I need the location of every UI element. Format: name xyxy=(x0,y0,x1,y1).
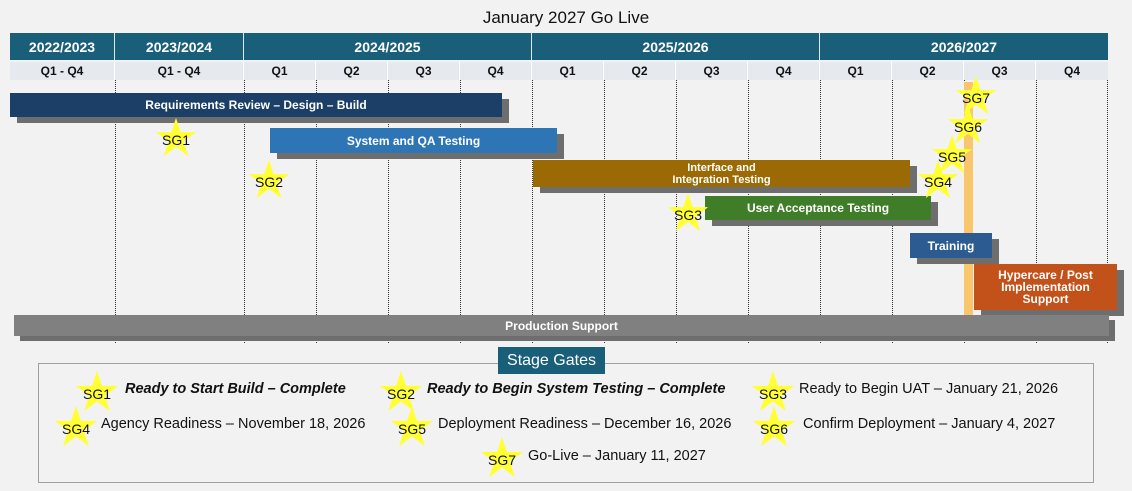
quarter-header: Q2 xyxy=(316,62,388,80)
star-label: SG4 xyxy=(61,420,90,437)
legend-sg2-text: Ready to Begin System Testing – Complete xyxy=(427,381,726,397)
legend-sg7-text: Go-Live – January 11, 2027 xyxy=(528,448,706,464)
grid-line xyxy=(460,80,461,343)
grid-line xyxy=(604,80,605,343)
legend-sg3-text: Ready to Begin UAT – January 21, 2026 xyxy=(799,381,1059,397)
star-label: SG7 xyxy=(961,89,990,106)
fiscal-year-header: 2024/2025 xyxy=(244,33,532,60)
grid-line xyxy=(1036,80,1037,343)
fiscal-year-header: 2026/2027 xyxy=(820,33,1108,60)
task-bar-production-support: Production Support xyxy=(14,315,1109,336)
chart-title: January 2027 Go Live xyxy=(482,8,650,27)
stage-gates-title: Stage Gates xyxy=(498,347,605,374)
grid-line xyxy=(532,80,533,343)
legend-sg5-text: Deployment Readiness – December 16, 2026 xyxy=(438,416,732,432)
task-label: Training xyxy=(927,238,975,253)
quarter-header: Q4 xyxy=(1036,62,1108,80)
star-label: SG5 xyxy=(397,420,426,437)
quarter-header: Q1 - Q4 xyxy=(10,62,115,80)
grid-line xyxy=(316,80,317,343)
quarter-header: Q1 - Q4 xyxy=(115,62,244,80)
sg4-star: SG4 xyxy=(916,159,960,199)
star-label: SG3 xyxy=(758,385,787,402)
fiscal-year-header: 2022/2023 xyxy=(10,33,115,60)
quarter-header: Q2 xyxy=(892,62,964,80)
fiscal-year-header: 2023/2024 xyxy=(115,33,244,60)
task-bar-system-qa-testing: System and QA Testing xyxy=(270,128,557,153)
task-label: Requirements Review – Design – Build xyxy=(145,98,367,112)
star-label: SG3 xyxy=(673,206,702,223)
legend-sg2-star: SG2 xyxy=(378,370,424,412)
legend-sg4-star: SG4 xyxy=(53,405,99,447)
star-label: SG1 xyxy=(82,385,111,402)
star-label: SG6 xyxy=(953,118,982,135)
legend-sg6-text: Confirm Deployment – January 4, 2027 xyxy=(803,416,1056,432)
quarter-header: Q1 xyxy=(532,62,604,80)
task-bar-user-acceptance-testing: User Acceptance Testing xyxy=(705,196,931,220)
star-label: SG5 xyxy=(937,148,966,165)
quarter-header: Q3 xyxy=(388,62,460,80)
legend-sg6-star: SG6 xyxy=(751,405,797,447)
sg7-star: SG7 xyxy=(954,75,998,115)
task-bar-requirements: Requirements Review – Design – Build xyxy=(10,93,502,117)
star-label: SG7 xyxy=(487,451,516,468)
quarter-header: Q2 xyxy=(604,62,676,80)
sg2-star: SG2 xyxy=(247,159,291,199)
quarter-header: Q3 xyxy=(676,62,748,80)
star-label: SG1 xyxy=(161,131,190,148)
quarter-header: Q4 xyxy=(748,62,820,80)
go-live-marker xyxy=(964,82,973,318)
task-bar-interface-integration-testing: Interface and Integration Testing xyxy=(533,160,910,187)
star-label: SG2 xyxy=(254,173,283,190)
task-label: Hypercare / Post Implementation Support xyxy=(998,268,1093,306)
legend-sg5-star: SG5 xyxy=(389,405,435,447)
legend-sg3-star: SG3 xyxy=(750,370,796,412)
sg5-star: SG5 xyxy=(930,134,974,174)
quarter-header: Q1 xyxy=(244,62,316,80)
sg3-star: SG3 xyxy=(666,192,710,232)
task-bar-training: Training xyxy=(910,233,992,258)
task-label: System and QA Testing xyxy=(346,133,481,148)
star-label: SG4 xyxy=(923,173,952,190)
grid-line xyxy=(1107,80,1108,343)
grid-line xyxy=(244,80,245,343)
task-bar-hypercare: Hypercare / Post Implementation Support xyxy=(974,264,1117,310)
task-label: Interface and Integration Testing xyxy=(672,161,771,186)
legend-sg4-text: Agency Readiness – November 18, 2026 xyxy=(101,416,366,432)
sg6-star: SG6 xyxy=(946,104,990,144)
sg1-star: SG1 xyxy=(154,117,198,157)
fiscal-year-header: 2025/2026 xyxy=(532,33,820,60)
legend-sg1-star: SG1 xyxy=(74,370,120,412)
task-label: User Acceptance Testing xyxy=(746,201,890,215)
grid-line xyxy=(115,80,116,343)
grid-line xyxy=(388,80,389,343)
legend-sg7-star: SG7 xyxy=(479,436,525,478)
legend-sg1-text: Ready to Start Build – Complete xyxy=(125,381,346,397)
task-label: Production Support xyxy=(505,318,618,333)
quarter-header: Q4 xyxy=(460,62,532,80)
star-label: SG2 xyxy=(386,385,415,402)
quarter-header: Q1 xyxy=(820,62,892,80)
quarter-header: Q3 xyxy=(964,62,1036,80)
star-label: SG6 xyxy=(759,420,788,437)
